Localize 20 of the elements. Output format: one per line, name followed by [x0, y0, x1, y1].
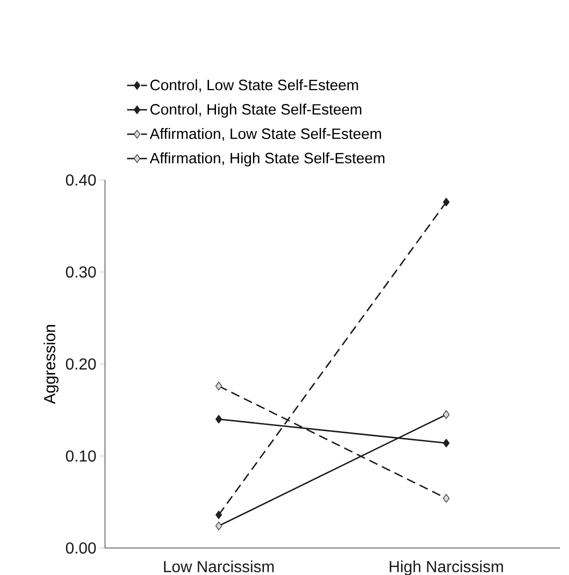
- y-tick-label: 0.20: [66, 358, 96, 370]
- point: [442, 494, 450, 503]
- point: [215, 414, 222, 424]
- legend-label: Affirmation, Low State Self-Esteem: [150, 128, 382, 141]
- legend-label: Affirmation, High State Self-Esteem: [150, 152, 384, 166]
- y-tick-label: 0.00: [66, 542, 96, 554]
- point: [215, 522, 222, 530]
- y-tick-label: 0.10: [66, 450, 96, 462]
- x-tick-label: High Narcissism: [390, 560, 503, 575]
- point: [215, 510, 222, 520]
- point: [215, 382, 222, 390]
- y-tick-label: 0.40: [66, 174, 96, 186]
- y-axis-title: Aggression: [44, 325, 58, 404]
- point: [442, 410, 450, 419]
- legend-label: Control, High State Self-Esteem: [150, 104, 362, 118]
- x-tick-label: Low Narcissism: [164, 560, 274, 572]
- point: [442, 198, 450, 206]
- legend-label: Control, Low State Self-Esteem: [150, 79, 358, 92]
- point: [442, 438, 450, 448]
- y-tick-label: 0.30: [66, 266, 96, 278]
